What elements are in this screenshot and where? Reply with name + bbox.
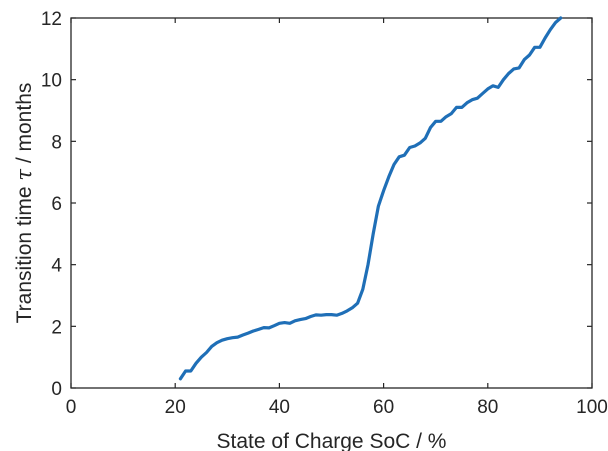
- x-tick-label: 20: [165, 397, 186, 418]
- x-tick-label: 0: [66, 397, 77, 418]
- y-tick-label: 0: [51, 379, 62, 400]
- x-tick-label: 100: [576, 397, 608, 418]
- plot-area-border: [70, 17, 593, 389]
- x-tick-label: 40: [269, 397, 290, 418]
- y-tick-label: 10: [41, 71, 62, 92]
- y-axis-label-symbol: τ: [12, 169, 36, 181]
- series-layer: [178, 16, 563, 381]
- y-tick-label: 2: [51, 317, 62, 338]
- y-axis-label-suffix: / months: [13, 83, 36, 169]
- series-line: [178, 16, 563, 381]
- x-axis-label: State of Charge SoC / %: [217, 430, 447, 451]
- x-tick-label: 60: [373, 397, 394, 418]
- x-tick-label: 80: [477, 397, 498, 418]
- plot-frame: [70, 17, 593, 389]
- y-axis-label: Transition time τ / months: [12, 83, 36, 324]
- y-tick-label: 8: [51, 132, 62, 153]
- y-tick-label: 4: [51, 256, 62, 277]
- y-tick-label: 6: [51, 194, 62, 215]
- y-axis-label-prefix: Transition time: [13, 181, 36, 324]
- axis-ticks: 0 20 40 60 80 100 0 2 4 6 8 10 12: [41, 9, 608, 418]
- y-tick-label: 12: [41, 9, 62, 30]
